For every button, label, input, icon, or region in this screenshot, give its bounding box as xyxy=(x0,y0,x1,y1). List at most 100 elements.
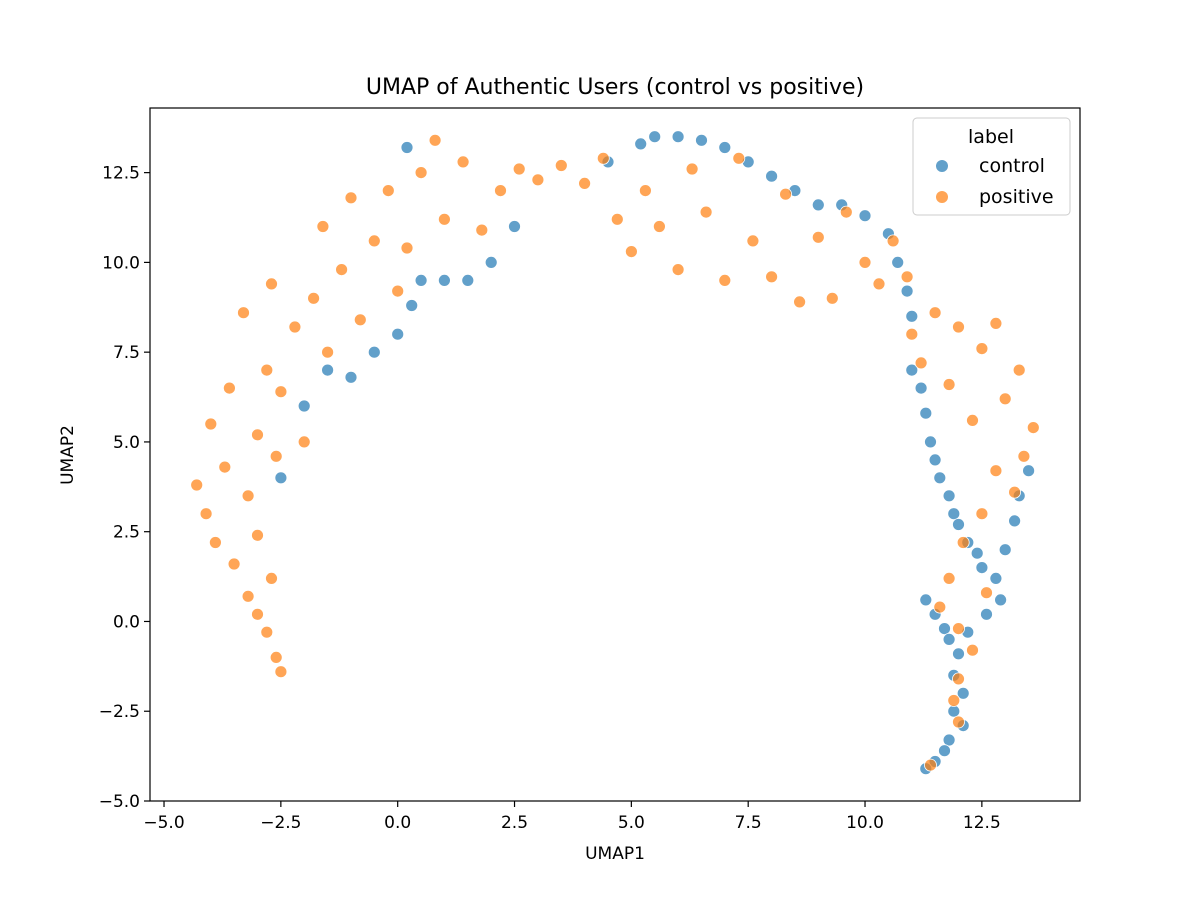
data-point-control-39 xyxy=(970,546,984,560)
legend-marker-control xyxy=(936,160,948,172)
data-point-positive-60 xyxy=(858,255,872,269)
legend-title: label xyxy=(968,126,1014,148)
data-point-positive-23 xyxy=(307,291,321,305)
data-point-positive-43 xyxy=(596,151,610,165)
data-point-control-35 xyxy=(942,489,956,503)
x-tick-label-5: 7.5 xyxy=(735,813,762,833)
data-point-control-26 xyxy=(891,255,905,269)
data-point-positive-59 xyxy=(839,205,853,219)
data-point-control-29 xyxy=(905,363,919,377)
data-point-positive-64 xyxy=(905,327,919,341)
data-point-positive-82 xyxy=(952,622,965,635)
data-point-positive-26 xyxy=(335,263,349,277)
x-axis: −5.0 −2.5 0.0 2.5 5.0 7.5 10.0 12.5 xyxy=(143,801,1001,833)
data-point-positive-81 xyxy=(980,586,993,600)
y-tick-label-7: 12.5 xyxy=(102,164,140,184)
data-point-control-52 xyxy=(980,607,993,621)
data-point-control-4 xyxy=(367,345,381,359)
data-point-positive-46 xyxy=(639,184,652,198)
data-point-control-6 xyxy=(405,299,419,312)
data-point-positive-51 xyxy=(718,273,732,287)
data-point-positive-6 xyxy=(222,381,236,395)
y-axis-label: UMAP2 xyxy=(58,425,78,485)
data-point-positive-44 xyxy=(610,212,624,226)
data-point-positive-61 xyxy=(872,277,886,291)
data-point-positive-22 xyxy=(297,435,311,449)
data-point-positive-3 xyxy=(208,536,222,549)
data-point-positive-2 xyxy=(204,417,218,431)
data-point-control-15 xyxy=(648,130,662,144)
data-point-positive-41 xyxy=(554,159,568,172)
data-point-positive-78 xyxy=(975,507,989,521)
data-point-positive-38 xyxy=(494,184,507,198)
x-tick-label-3: 2.5 xyxy=(501,813,528,833)
data-point-positive-66 xyxy=(928,306,942,320)
legend: label control positive xyxy=(912,117,1071,216)
data-point-positive-24 xyxy=(316,220,330,233)
data-point-positive-36 xyxy=(456,155,470,169)
data-point-control-46 xyxy=(919,593,933,607)
legend-entry-positive: positive xyxy=(979,186,1054,208)
data-point-positive-85 xyxy=(952,672,965,686)
data-point-positive-31 xyxy=(391,284,405,298)
data-point-control-8 xyxy=(437,273,451,287)
data-point-positive-20 xyxy=(265,572,278,585)
data-point-control-48 xyxy=(938,622,951,635)
y-tick-label-0: −5.0 xyxy=(99,792,140,812)
data-point-positive-53 xyxy=(746,234,760,248)
y-tick-label-4: 5.0 xyxy=(113,433,140,453)
legend-box xyxy=(912,117,1071,216)
data-point-positive-68 xyxy=(952,320,965,334)
data-point-control-33 xyxy=(928,453,942,467)
data-point-positive-45 xyxy=(625,245,638,259)
x-tick-label-1: −2.5 xyxy=(260,813,301,833)
data-point-positive-34 xyxy=(428,133,442,147)
data-point-positive-40 xyxy=(531,173,545,187)
data-point-positive-30 xyxy=(381,184,395,198)
data-point-positive-4 xyxy=(218,460,232,474)
data-point-control-18 xyxy=(718,141,732,154)
y-axis: −5.0 −2.5 0.0 2.5 5.0 7.5 10.0 12.5 xyxy=(99,164,150,812)
legend-entry-control: control xyxy=(979,155,1045,177)
data-point-control-3 xyxy=(344,370,358,384)
data-point-positive-54 xyxy=(765,270,778,284)
data-point-positive-74 xyxy=(1026,421,1040,435)
data-point-control-37 xyxy=(952,518,965,531)
data-point-positive-50 xyxy=(699,205,713,219)
data-point-positive-15 xyxy=(241,589,255,603)
data-point-positive-77 xyxy=(1008,485,1021,499)
data-point-positive-1 xyxy=(199,507,213,521)
y-tick-label-3: 2.5 xyxy=(113,523,140,543)
data-point-positive-57 xyxy=(811,230,825,244)
data-point-positive-35 xyxy=(437,212,451,226)
data-point-positive-18 xyxy=(269,651,283,664)
y-tick-label-6: 10.0 xyxy=(102,253,140,273)
data-point-control-55 xyxy=(956,686,970,700)
data-point-positive-9 xyxy=(251,428,264,442)
y-tick-label-5: 7.5 xyxy=(113,343,140,363)
data-point-positive-48 xyxy=(671,263,685,277)
data-point-positive-27 xyxy=(344,191,358,205)
data-point-positive-19 xyxy=(274,665,288,679)
x-tick-label-4: 5.0 xyxy=(618,813,645,833)
data-point-positive-52 xyxy=(732,151,746,165)
data-point-positive-63 xyxy=(900,270,914,284)
data-point-positive-42 xyxy=(578,176,591,190)
data-point-control-56 xyxy=(947,704,961,718)
data-point-positive-21 xyxy=(288,320,302,334)
data-point-positive-14 xyxy=(274,385,288,399)
data-point-control-32 xyxy=(924,435,937,449)
data-point-positive-39 xyxy=(512,162,526,176)
x-tick-label-0: −5.0 xyxy=(143,813,184,833)
data-point-positive-73 xyxy=(1012,363,1026,377)
data-point-control-16 xyxy=(671,130,685,144)
data-point-control-9 xyxy=(461,273,475,287)
data-point-positive-80 xyxy=(942,572,956,585)
data-point-control-58 xyxy=(942,733,956,747)
scatter-points xyxy=(190,130,1040,776)
data-point-positive-17 xyxy=(260,625,274,639)
legend-marker-positive xyxy=(936,191,948,203)
data-point-control-24 xyxy=(858,209,872,223)
x-tick-label-7: 12.5 xyxy=(963,813,1001,833)
